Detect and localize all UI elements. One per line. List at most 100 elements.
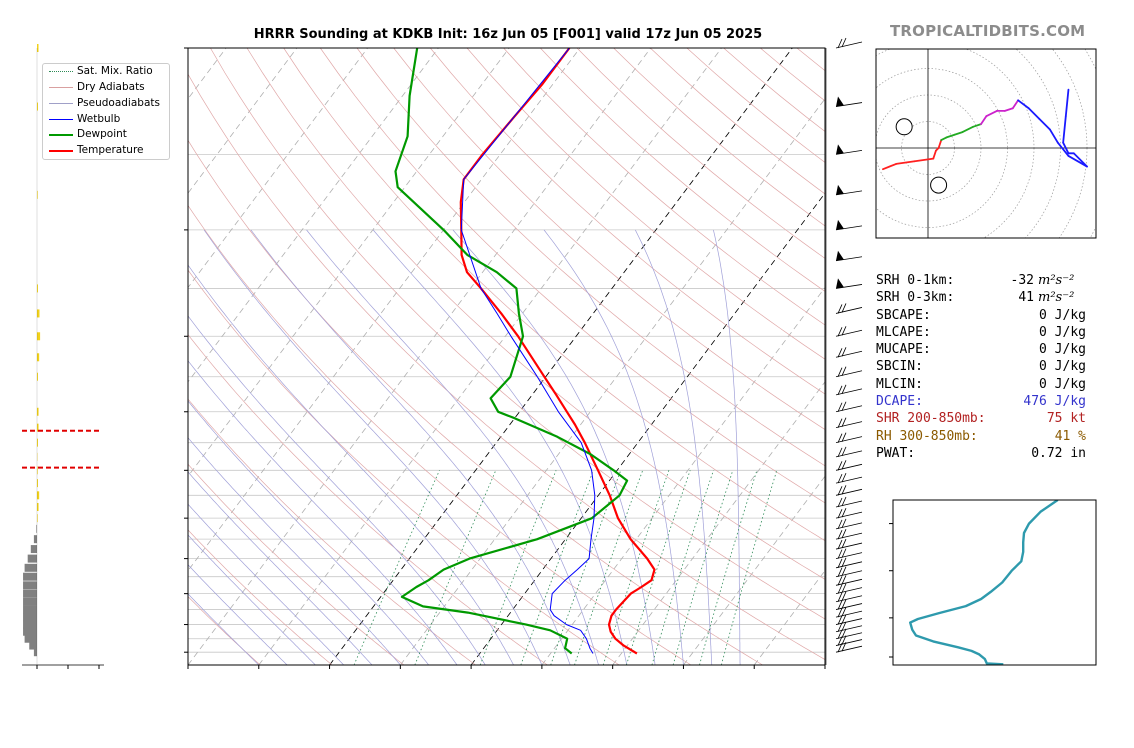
wind-barb	[835, 625, 863, 633]
wind-barb	[835, 578, 863, 586]
wind-barb	[835, 350, 863, 358]
wind-barb-feather	[841, 326, 847, 336]
hodograph-frame	[875, 48, 1097, 239]
mixing-ratio-line	[699, 470, 758, 665]
mixing-ratio-line	[574, 470, 644, 665]
pseudoadiabat	[188, 534, 316, 665]
omega-bar	[37, 309, 40, 318]
stat-row: MLCAPE: 0 J/kg	[876, 324, 1096, 341]
omega-bar	[37, 332, 41, 341]
wind-barb-feather	[841, 460, 847, 470]
legend-item: Wetbulb	[43, 112, 169, 128]
omega-bar	[23, 572, 37, 581]
wind-barb	[835, 603, 863, 610]
skewt-legend: Sat. Mix. Ratio Dry Adiabats Pseudoadiabat…	[42, 63, 170, 160]
pseudoadiabat	[203, 229, 543, 665]
stat-row: MLCIN: 0 J/kg	[876, 376, 1096, 393]
omega-bar	[37, 491, 40, 500]
stat-label: RH 300-850mb:	[876, 428, 978, 444]
legend-label: Pseudoadiabats	[77, 96, 160, 109]
wind-barb-feather	[837, 539, 843, 550]
stat-row: PWAT: 0.72 in	[876, 445, 1096, 462]
pseudoadiabat	[372, 229, 628, 665]
legend-label: Dry Adiabats	[77, 81, 145, 94]
wind-barb-feather	[841, 591, 847, 601]
stat-label: MLCAPE:	[876, 324, 931, 340]
hodograph-plot-area	[876, 49, 1096, 238]
stat-label: SRH 0-3km:	[876, 290, 955, 306]
stat-label: SRH 0-1km:	[876, 273, 955, 288]
hodograph-trace	[1067, 155, 1088, 168]
dry-adiabat	[430, 48, 825, 395]
pseudoadiabat	[250, 229, 571, 665]
wind-barb	[835, 488, 863, 496]
omega-bar	[37, 407, 39, 416]
omega-bar	[37, 44, 39, 52]
isotherm-line	[188, 48, 510, 477]
dry-adiabat	[188, 463, 405, 665]
wind-barb-feather	[841, 557, 847, 567]
wind-barb	[835, 552, 863, 559]
mixing-ratio-line	[626, 470, 691, 665]
wind-barb	[835, 632, 863, 640]
omega-bar	[23, 597, 37, 606]
hodograph-trace	[985, 110, 998, 118]
pseudoadiabat	[713, 229, 741, 665]
wind-barb-feather	[837, 418, 843, 428]
isotherm-line	[188, 48, 581, 572]
wind-barb-feather	[837, 549, 843, 559]
theta-e-line	[909, 500, 1059, 665]
right-mover-marker	[930, 176, 948, 194]
omega-bar	[33, 648, 37, 657]
wind-barb-feather	[841, 432, 847, 442]
hodograph-trace	[1027, 107, 1041, 120]
pseudoadiabat	[188, 437, 401, 665]
stat-label: MUCAPE:	[876, 342, 931, 358]
wetbulb-line	[460, 48, 596, 654]
skewt-plot-area	[188, 48, 825, 665]
wind-barb-feather	[841, 485, 847, 495]
hodograph-trace	[1072, 152, 1088, 168]
hodograph-trace	[1064, 88, 1070, 118]
isotherm-line	[188, 48, 298, 194]
wind-barb-feather	[841, 518, 847, 529]
theta-e-plot-area	[909, 500, 1059, 665]
mixing-ratio-line	[602, 470, 670, 665]
wind-barb-feather	[841, 446, 847, 457]
hodograph-trace	[1038, 117, 1051, 131]
wind-barb-feather	[841, 538, 847, 549]
dry-adiabat	[188, 398, 476, 665]
legend-item: Temperature	[43, 143, 169, 159]
omega-bar	[23, 613, 37, 622]
mixing-ratio-line	[353, 470, 440, 665]
mixing-ratio-line	[550, 470, 622, 665]
wind-barb	[835, 463, 863, 471]
wind-barb-feather	[837, 385, 843, 395]
wind-barb-feather	[837, 461, 843, 471]
wind-barb	[835, 450, 863, 458]
omega-bar	[24, 563, 37, 572]
wind-barb	[835, 405, 863, 413]
dry-adiabat	[188, 269, 620, 665]
wind-barb-feather	[841, 496, 847, 507]
hodograph-trace	[953, 131, 964, 136]
omega-bar	[30, 545, 37, 554]
wind-barb	[835, 645, 863, 653]
wind-barb	[835, 522, 863, 530]
hodograph-trace	[980, 115, 988, 126]
wind-barb-feather	[837, 636, 843, 646]
stat-value: 41 %	[1054, 428, 1086, 444]
wind-barb-feather	[841, 507, 847, 518]
stat-value: 0 J/kg	[1039, 359, 1086, 375]
mixing-ratio-line	[520, 470, 594, 665]
mixing-ratio-line	[721, 470, 778, 665]
wind-barb-flag	[836, 96, 844, 107]
stat-value: 476 J/kg	[1023, 394, 1086, 410]
skewt-frame	[187, 47, 826, 666]
wind-barb-feather	[841, 417, 847, 427]
wind-barb-feather	[841, 566, 847, 576]
wind-barb-feather	[837, 584, 843, 594]
stat-label: SHR 200-850mb:	[876, 411, 986, 427]
omega-bar	[37, 466, 38, 475]
stat-row: m²s⁻² SRH 0-1km: -32	[876, 272, 1096, 289]
